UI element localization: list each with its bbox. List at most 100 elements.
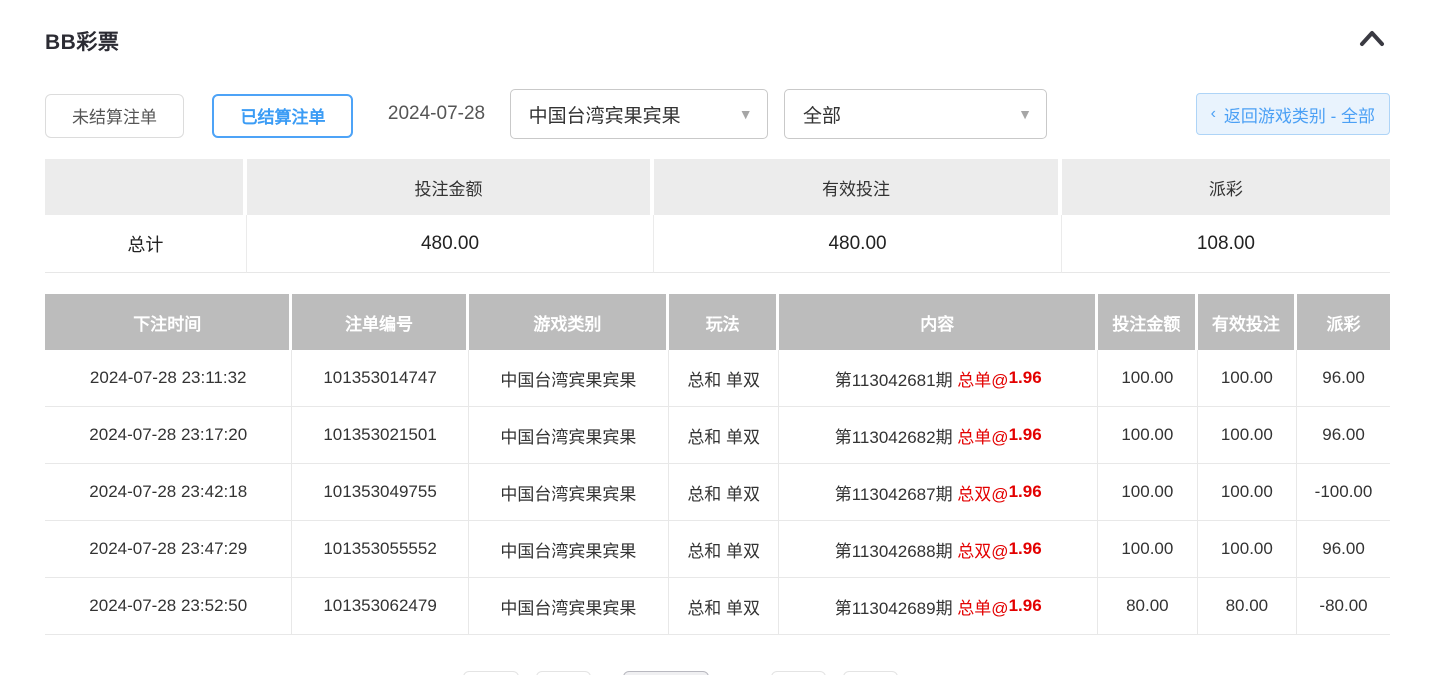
chevron-down-icon: ▼ <box>738 106 753 122</box>
bet-pick: 总双@ <box>957 484 1009 504</box>
cell-bet-amount: 100.00 <box>1098 407 1198 464</box>
col-header-bet-id: 注单编号 <box>292 294 469 350</box>
summary-header-bet-amount: 投注金额 <box>246 159 655 215</box>
collapse-panel-button[interactable] <box>1359 28 1385 50</box>
cell-time: 2024-07-28 23:11:32 <box>45 350 293 407</box>
cell-bet-amount: 100.00 <box>1098 464 1198 521</box>
table-row: 2024-07-28 23:11:32 101353014747 中国台湾宾果宾果总… <box>45 350 1390 407</box>
cell-bet-amount: 100.00 <box>1098 350 1198 407</box>
cell-time: 2024-07-28 23:47:29 <box>45 521 293 578</box>
cell-content: 第113042688期 总双@ 1.96 <box>779 521 1099 578</box>
pagination-button[interactable] <box>771 671 826 675</box>
cell-content: 第113042681期 总单@ 1.96 <box>779 350 1099 407</box>
cell-content: 第113042687期 总双@ 1.96 <box>779 464 1099 521</box>
cell-valid-bet: 100.00 <box>1197 464 1298 521</box>
date-value[interactable]: 2024-07-28 <box>387 103 486 124</box>
col-header-valid-bet: 有效投注 <box>1197 294 1298 350</box>
table-row: 2024-07-28 23:42:18 101353049755 中国台湾宾果宾果总… <box>45 464 1390 521</box>
game-select[interactable]: 中国台湾宾果宾果 ▼ <box>509 89 768 139</box>
cell-game: 中国台湾宾果宾果 <box>468 407 670 464</box>
col-header-payout: 派彩 <box>1297 294 1390 350</box>
col-header-content: 内容 <box>779 294 1099 350</box>
cell-play: 总和 单双 <box>669 521 780 578</box>
game-select-value: 中国台湾宾果宾果 <box>528 105 681 127</box>
cell-play: 总和 单双 <box>669 350 780 407</box>
summary-header-row: 投注金额 有效投注 派彩 <box>45 159 1390 215</box>
cell-payout: -80.00 <box>1297 578 1390 635</box>
bet-period: 第113042689期 <box>834 598 958 618</box>
detail-header-row: 下注时间 注单编号 游戏类别 玩法 内容 投注金额 有效投注 派彩 <box>45 294 1390 350</box>
cell-game: 中国台湾宾果宾果 <box>468 521 670 578</box>
cell-bet-id: 101353014747 <box>292 350 469 407</box>
cell-bet-id: 101353021501 <box>292 407 469 464</box>
bet-period: 第113042682期 <box>834 427 958 447</box>
summary-header-valid-bet: 有效投注 <box>654 159 1062 215</box>
table-row: 2024-07-28 23:52:50 101353062479 中国台湾宾果宾果总… <box>45 578 1390 635</box>
bet-pick: 总双@ <box>957 541 1009 561</box>
filter-toolbar: 未结算注单 已结算注单 2024-07-28 中国台湾宾果宾果 ▼ 全部 ▼ ‹… <box>45 89 1390 139</box>
cell-payout: 96.00 <box>1297 350 1390 407</box>
bet-odds: 1.96 <box>1008 368 1042 387</box>
summary-table: 投注金额 有效投注 派彩 总计 480.00 480.00 108.00 <box>45 159 1390 273</box>
table-row: 2024-07-28 23:17:20 101353021501 中国台湾宾果宾果总… <box>45 407 1390 464</box>
cell-content: 第113042682期 总单@ 1.96 <box>779 407 1099 464</box>
chevron-left-icon: ‹ <box>1210 105 1216 122</box>
cell-time: 2024-07-28 23:52:50 <box>45 578 293 635</box>
col-header-bet-amount: 投注金额 <box>1098 294 1198 350</box>
cell-play: 总和 单双 <box>669 464 780 521</box>
cell-bet-amount: 80.00 <box>1098 578 1198 635</box>
cell-play: 总和 单双 <box>669 407 780 464</box>
bet-odds: 1.96 <box>1008 596 1042 615</box>
page-title: BB彩票 <box>45 31 120 54</box>
bet-pick: 总单@ <box>957 598 1009 618</box>
bet-odds: 1.96 <box>1008 482 1042 501</box>
summary-header-empty <box>45 159 247 215</box>
pagination-button[interactable] <box>843 671 898 675</box>
bet-odds: 1.96 <box>1008 539 1042 558</box>
back-to-game-category-button[interactable]: ‹ 返回游戏类别 - 全部 <box>1195 93 1390 135</box>
cell-payout: 96.00 <box>1297 407 1390 464</box>
cell-bet-id: 101353049755 <box>292 464 469 521</box>
tab-settled-bets[interactable]: 已结算注单 <box>212 93 354 138</box>
pagination-button-current[interactable] <box>623 671 709 675</box>
cell-time: 2024-07-28 23:17:20 <box>45 407 293 464</box>
col-header-time: 下注时间 <box>45 294 293 350</box>
cell-game: 中国台湾宾果宾果 <box>468 350 670 407</box>
cell-valid-bet: 100.00 <box>1197 407 1298 464</box>
summary-total-label: 总计 <box>45 215 247 273</box>
cell-payout: 96.00 <box>1297 521 1390 578</box>
cell-play: 总和 单双 <box>669 578 780 635</box>
summary-total-bet-amount: 480.00 <box>246 215 655 273</box>
cell-payout: -100.00 <box>1297 464 1390 521</box>
summary-total-payout: 108.00 <box>1061 215 1390 273</box>
cell-valid-bet: 80.00 <box>1197 578 1298 635</box>
summary-total-valid-bet: 480.00 <box>654 215 1062 273</box>
chevron-down-icon: ▼ <box>1018 106 1033 122</box>
bet-pick: 总单@ <box>957 370 1009 390</box>
bet-period: 第113042687期 <box>834 484 958 504</box>
cell-game: 中国台湾宾果宾果 <box>468 578 670 635</box>
bet-period: 第113042688期 <box>834 541 958 561</box>
bet-period: 第113042681期 <box>834 370 958 390</box>
summary-total-row: 总计 480.00 480.00 108.00 <box>45 215 1390 273</box>
col-header-play: 玩法 <box>669 294 780 350</box>
category-select[interactable]: 全部 ▼ <box>784 89 1048 139</box>
back-link-label: 返回游戏类别 - 全部 <box>1223 106 1375 126</box>
bet-odds: 1.96 <box>1008 425 1042 444</box>
chevron-up-icon <box>1360 31 1384 46</box>
pagination-button[interactable] <box>463 671 519 675</box>
tab-unsettled-bets[interactable]: 未结算注单 <box>45 93 184 138</box>
cell-bet-id: 101353055552 <box>292 521 469 578</box>
cell-game: 中国台湾宾果宾果 <box>468 464 670 521</box>
col-header-game: 游戏类别 <box>468 294 670 350</box>
cell-valid-bet: 100.00 <box>1197 350 1298 407</box>
cell-time: 2024-07-28 23:42:18 <box>45 464 293 521</box>
table-row: 2024-07-28 23:47:29 101353055552 中国台湾宾果宾果总… <box>45 521 1390 578</box>
summary-header-payout: 派彩 <box>1061 159 1390 215</box>
cell-bet-id: 101353062479 <box>292 578 469 635</box>
cell-bet-amount: 100.00 <box>1098 521 1198 578</box>
bet-pick: 总单@ <box>957 427 1009 447</box>
category-select-value: 全部 <box>803 105 842 127</box>
bet-detail-table: 下注时间 注单编号 游戏类别 玩法 内容 投注金额 有效投注 派彩 2024-0… <box>45 294 1390 635</box>
pagination-button[interactable] <box>536 671 591 675</box>
